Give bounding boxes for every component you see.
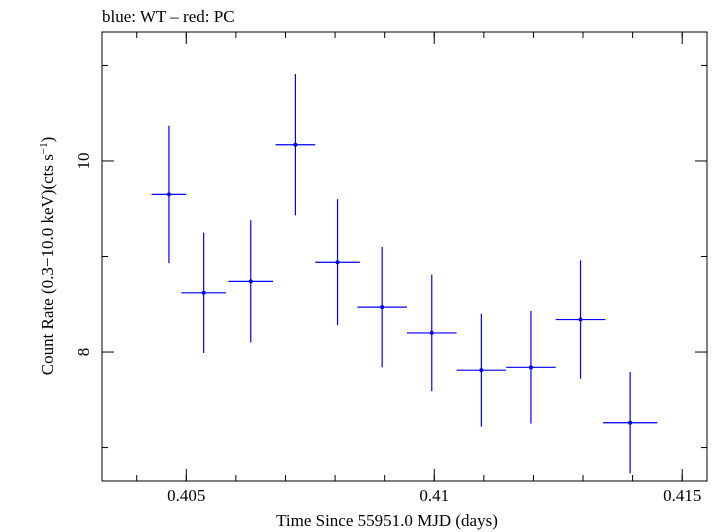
data-marker — [335, 260, 340, 265]
y-axis-label: Count Rate (0.3−10.0 keV)(cts s−1) — [38, 137, 57, 376]
data-marker — [628, 420, 633, 425]
y-axis-label-main: Count Rate (0.3−10.0 keV)(cts s — [38, 154, 57, 375]
data-marker — [293, 142, 298, 147]
axis-ticks — [102, 32, 707, 481]
data-marker — [201, 290, 206, 295]
data-point — [357, 246, 407, 368]
data-point — [506, 310, 556, 424]
data-point — [555, 260, 606, 379]
data-point — [406, 274, 457, 392]
data-point — [228, 220, 274, 343]
chart-title: blue: WT – red: PC — [102, 7, 235, 26]
data-point — [315, 199, 360, 326]
y-axis-label-sup: −1 — [38, 142, 50, 154]
x-tick-labels: 0.405 0.41 0.415 — [167, 486, 701, 505]
y-tick-labels: 8 10 — [74, 152, 93, 356]
data-marker — [479, 368, 484, 373]
x-axis-label: Time Since 55951.0 MJD (days) — [276, 511, 498, 530]
data-point — [181, 232, 226, 353]
data-marker — [380, 305, 385, 310]
plot-frame — [101, 31, 708, 482]
data-marker — [248, 279, 253, 284]
y-axis-label-end: ) — [38, 137, 57, 143]
data-series-wt — [151, 74, 658, 474]
data-marker — [528, 365, 533, 370]
x-tick-label: 0.41 — [419, 486, 449, 505]
x-tick-label: 0.405 — [167, 486, 205, 505]
data-point — [602, 372, 658, 474]
data-point — [275, 74, 316, 216]
data-point — [456, 313, 507, 427]
y-tick-label: 10 — [74, 152, 93, 169]
data-marker — [578, 317, 583, 322]
x-tick-label: 0.415 — [663, 486, 701, 505]
y-tick-label: 8 — [74, 348, 93, 357]
data-point — [151, 125, 187, 264]
data-marker — [166, 192, 171, 197]
data-marker — [429, 330, 434, 335]
